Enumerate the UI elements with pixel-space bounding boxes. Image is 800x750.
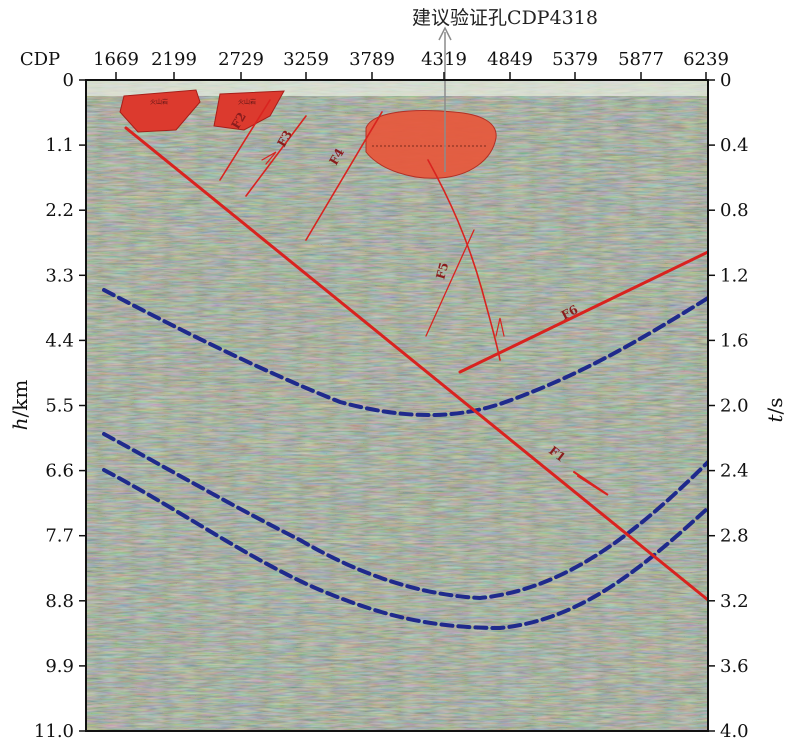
seismic-section [86, 80, 708, 731]
svg-text:火山岩: 火山岩 [150, 98, 168, 106]
right-axis-tick-label: 0.4 [720, 135, 749, 156]
fault-F5 [427, 159, 501, 361]
fault-arrow-F1 [573, 471, 609, 496]
borehole-marker: 建议验证孔CDP4318 [412, 7, 598, 172]
left-axis-tick-label: 1.1 [45, 135, 74, 156]
fault-F1 [124, 126, 708, 602]
left-axis-tick-label: 7.7 [45, 526, 74, 547]
top-axis-tick-label: 2199 [151, 49, 197, 70]
left-axis-tick-label: 6.6 [45, 461, 74, 482]
left-axis-tick-label: 0 [63, 70, 74, 91]
left-axis-tick-label: 5.5 [45, 396, 74, 417]
right-axis-tick-label: 3.2 [720, 591, 749, 612]
borehole-label: 建议验证孔CDP4318 [412, 7, 598, 29]
horizons [102, 288, 708, 631]
right-axis-tick-label: 2.0 [720, 396, 749, 417]
top-axis-tick-label: 6239 [683, 49, 729, 70]
top-axis-tick-label: 1669 [93, 49, 139, 70]
top-axis-tick-label: 2729 [218, 49, 264, 70]
left-axis-title: h/km [8, 380, 32, 431]
left-axis: 0 1.1 2.2 3.3 4.4 5.5 6.6 7.7 8.8 9.9 11.0 [34, 70, 86, 742]
left-axis-tick-label: 11.0 [34, 721, 74, 742]
left-axis-tick-label: 9.9 [45, 656, 74, 677]
horizon-2 [102, 432, 708, 601]
top-axis-tick-label: 3789 [349, 49, 395, 70]
fault-F3 [245, 115, 307, 197]
fault-F2 [219, 99, 271, 181]
top-axis-tick-label: 4849 [487, 49, 533, 70]
left-axis-tick-label: 2.2 [45, 200, 74, 221]
right-axis-tick-label: 3.6 [720, 656, 749, 677]
right-axis-tick-label: 2.8 [720, 526, 749, 547]
right-axis-tick-label: 0.8 [720, 200, 749, 221]
right-axis-title: t/s [763, 397, 787, 422]
left-axis-tick-label: 8.8 [45, 591, 74, 612]
fault-F4 [305, 111, 383, 241]
top-axis-title: CDP [20, 49, 60, 70]
fault-label-F6: F6 [559, 302, 580, 322]
right-axis-tick-label: 2.4 [720, 461, 749, 482]
faults [124, 99, 708, 602]
anomaly-bodies: 火山岩 火山岩 [119, 89, 497, 179]
right-axis-tick-label: 1.6 [720, 330, 749, 351]
fault-label-F5: F5 [433, 261, 451, 281]
top-axis-tick-label: 4319 [421, 49, 467, 70]
anomaly-body-east [365, 110, 497, 179]
right-axis-tick-label: 4.0 [720, 721, 749, 742]
left-axis-tick-label: 3.3 [45, 265, 74, 286]
top-axis-tick-label: 5877 [618, 49, 664, 70]
top-axis: CDP 1669 2199 2729 3259 3789 4319 4849 5379 5877… [20, 49, 729, 80]
right-axis: 0 0.4 0.8 1.2 1.6 2.0 2.4 2.8 3.2 3.6 4.0 [708, 70, 749, 742]
anomaly-body-west [119, 89, 201, 133]
fault-F5-branch [425, 229, 475, 337]
horizon-3 [102, 468, 708, 631]
fault-F6 [458, 250, 708, 374]
top-axis-tick-label: 3259 [283, 49, 329, 70]
fault-arrow-F3 [261, 151, 277, 165]
right-axis-tick-label: 0 [720, 70, 731, 91]
fault-arrow-F6 [495, 317, 505, 337]
horizon-1 [102, 288, 708, 418]
anomaly-body-middle [213, 90, 285, 131]
svg-text:火山岩: 火山岩 [238, 98, 256, 106]
right-axis-tick-label: 1.2 [720, 265, 749, 286]
left-axis-tick-label: 4.4 [45, 330, 74, 351]
top-axis-tick-label: 5379 [552, 49, 598, 70]
